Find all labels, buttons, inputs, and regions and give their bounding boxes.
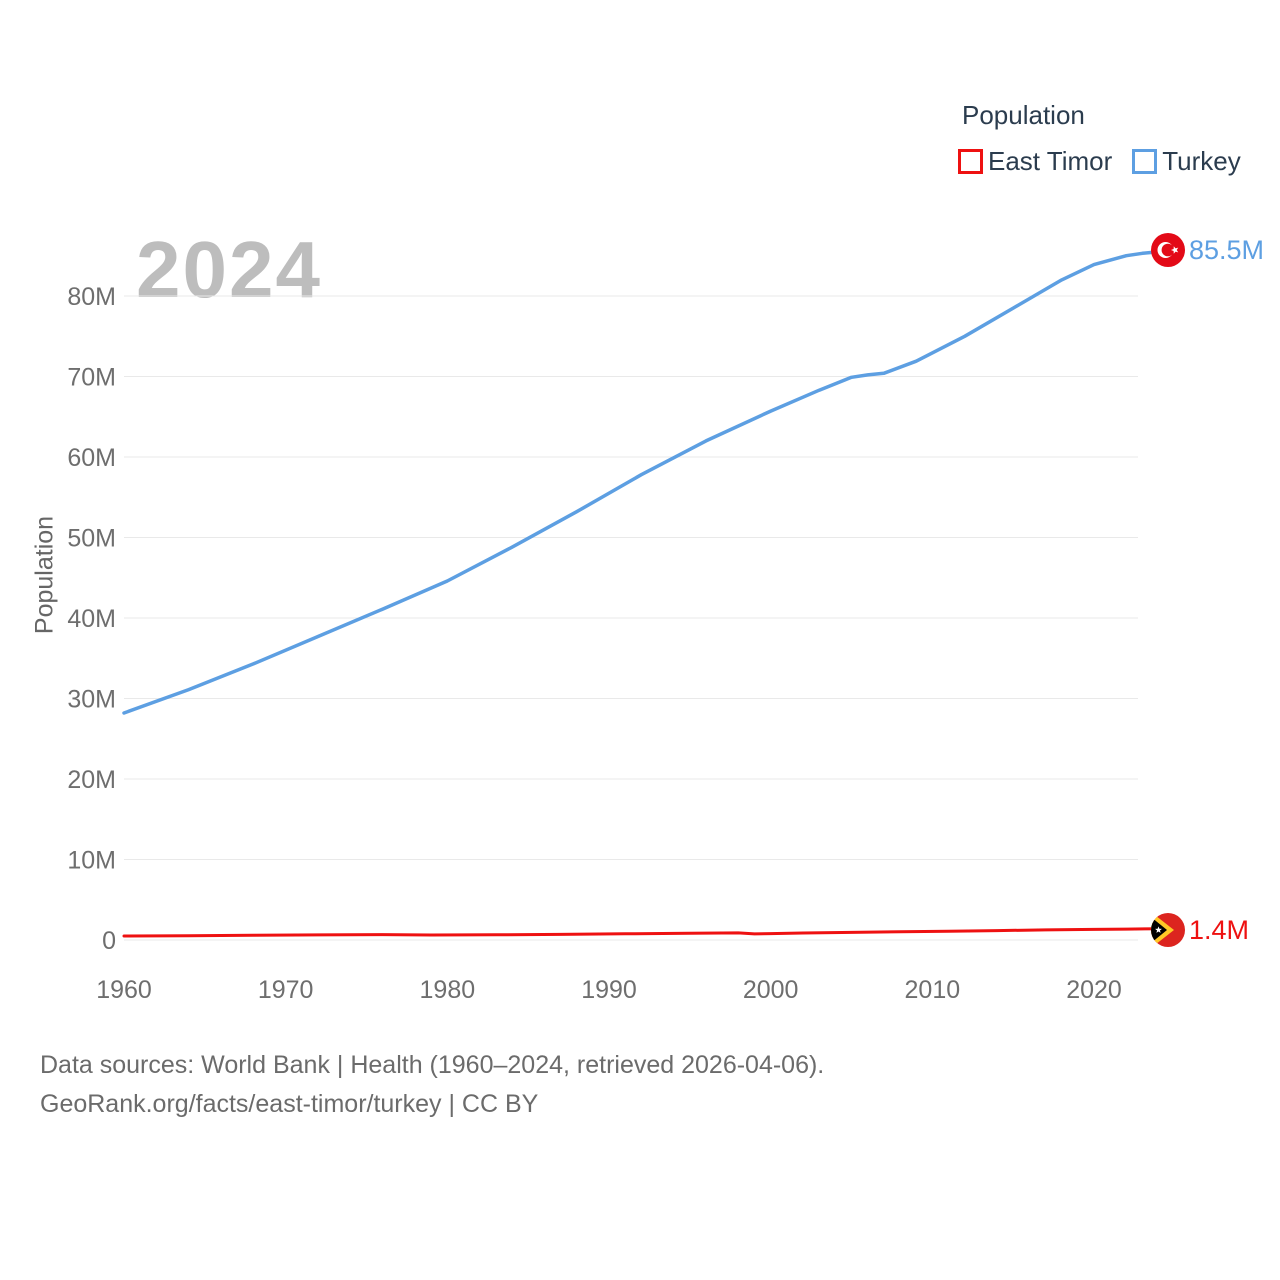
y-tick-label: 0: [102, 927, 116, 955]
legend-swatch-turkey: [1132, 149, 1158, 174]
x-tick-label: 2000: [743, 976, 799, 1004]
y-tick-label: 40M: [67, 605, 116, 633]
legend-label-east-timor: East Timor: [988, 146, 1113, 176]
series-line-east-timor: [122, 927, 1161, 938]
x-tick-label: 2010: [905, 976, 961, 1004]
y-tick-label: 30M: [67, 686, 116, 714]
east-timor-end-label: 1.4M: [1151, 913, 1249, 947]
y-tick-label: 20M: [67, 766, 116, 794]
y-tick-label: 60M: [67, 444, 116, 472]
legend-items: East Timor Turkey: [958, 146, 1241, 177]
turkey-end-value: 85.5M: [1189, 234, 1265, 265]
y-tick-label: 70M: [67, 364, 116, 392]
legend: Population East Timor Turkey: [958, 100, 1241, 177]
footer-data-sources: Data sources: World Bank | Health (1960–…: [40, 1051, 825, 1079]
x-tick-label: 1970: [258, 976, 314, 1004]
east-timor-flag-icon: [1151, 913, 1185, 947]
east-timor-end-value: 1.4M: [1189, 914, 1250, 945]
x-tick-label: 1990: [581, 976, 637, 1004]
y-tick-label: 80M: [67, 283, 116, 311]
legend-title: Population: [962, 100, 1085, 130]
footer: Data sources: World Bank | Health (1960–…: [40, 1046, 824, 1124]
x-tick-label: 1960: [96, 976, 152, 1004]
turkey-end-label: 85.5M: [1151, 233, 1264, 267]
turkey-flag-icon: [1151, 233, 1185, 267]
legend-label-turkey: Turkey: [1162, 146, 1241, 176]
y-tick-label: 10M: [67, 847, 116, 875]
footer-attribution: GeoRank.org/facts/east-timor/turkey | CC…: [40, 1090, 539, 1118]
x-tick-label: 1980: [420, 976, 476, 1004]
y-tick-label: 50M: [67, 525, 116, 553]
legend-swatch-east-timor: [958, 149, 983, 174]
x-tick-label: 2020: [1066, 976, 1122, 1004]
series-line-turkey: [122, 249, 1161, 715]
